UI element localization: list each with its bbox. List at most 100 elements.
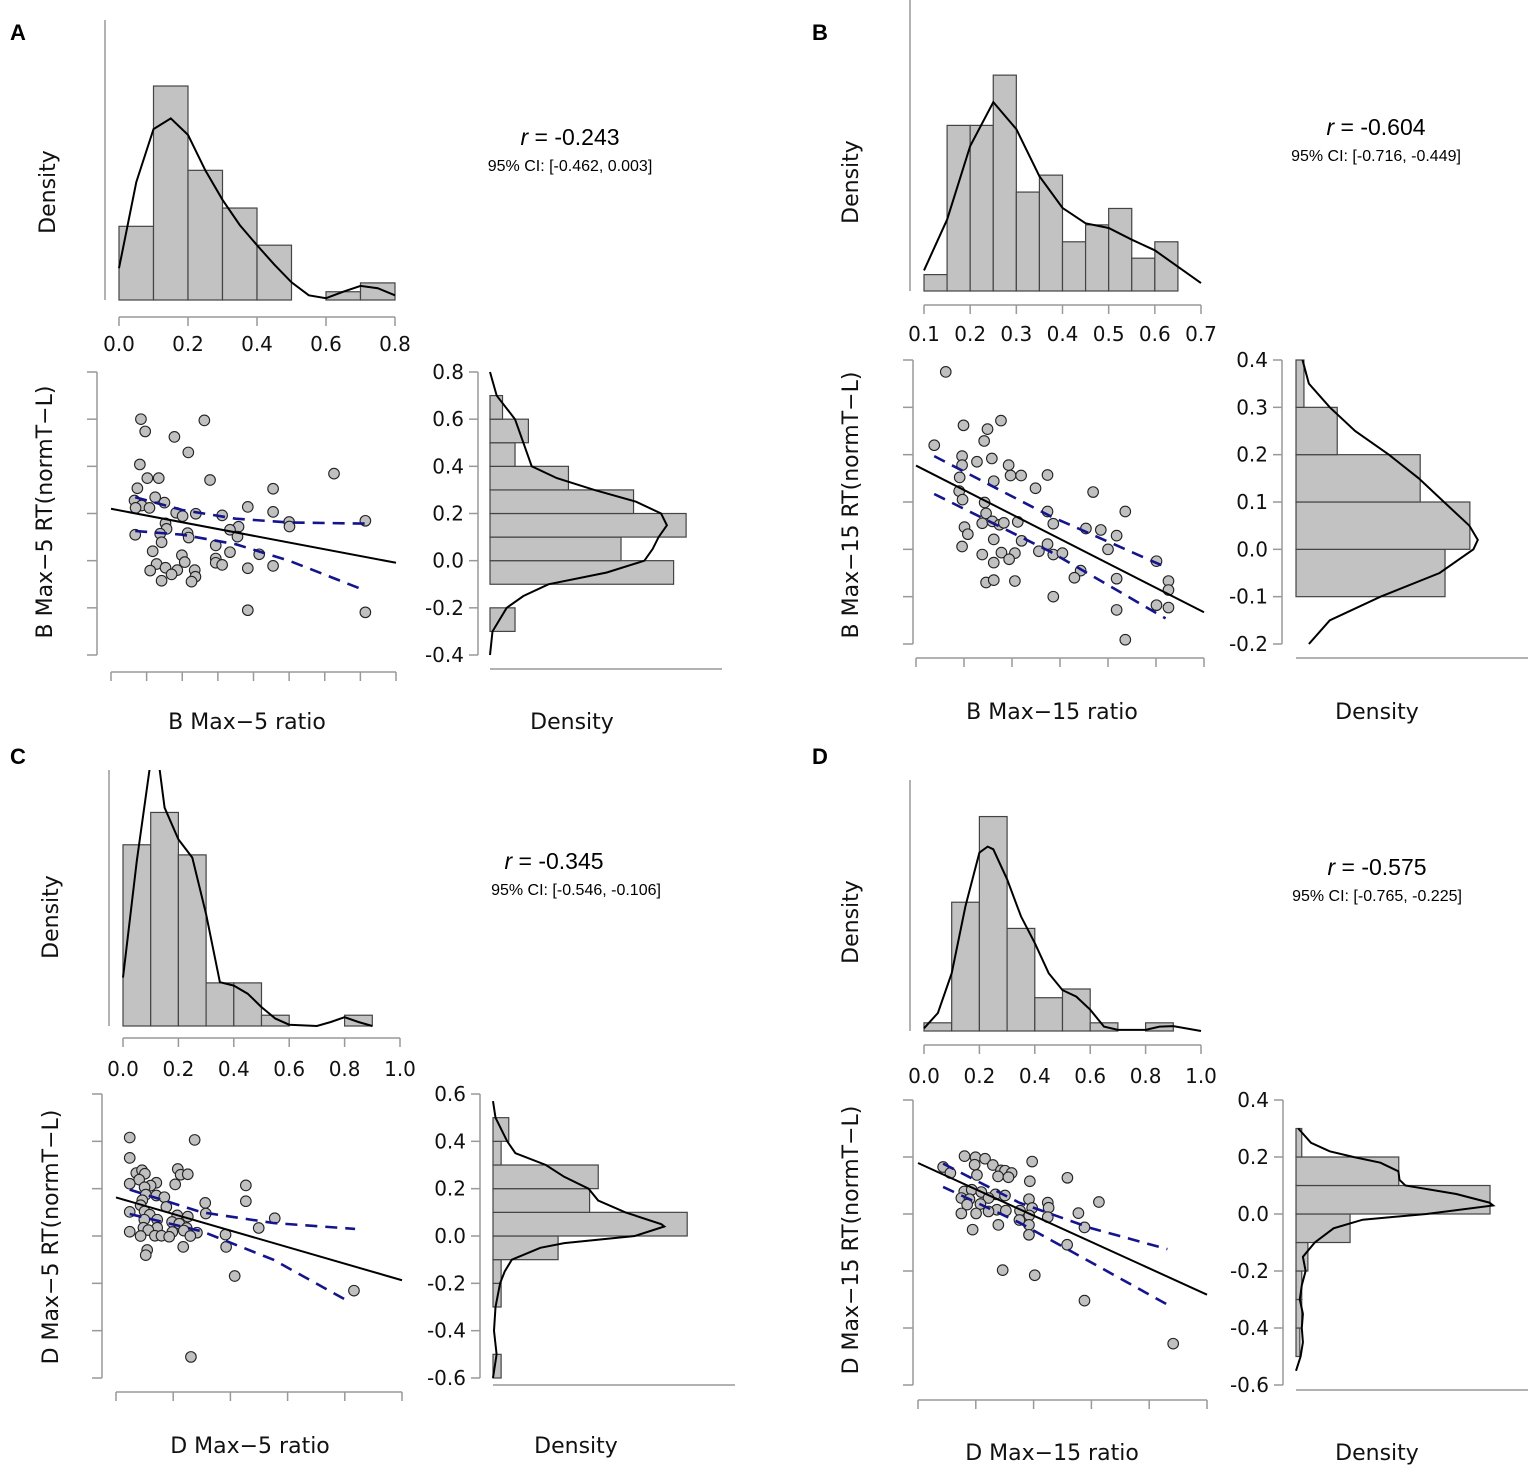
y-tick-label: 0.4 xyxy=(1236,348,1268,372)
density-curve xyxy=(923,845,1202,1032)
data-point xyxy=(1110,604,1123,616)
x-axis-label: B Max−15 ratio xyxy=(966,700,1138,725)
data-point xyxy=(1002,1171,1015,1184)
data-point xyxy=(1110,572,1123,585)
x-tick-label: 0.2 xyxy=(954,322,986,346)
histogram-bar xyxy=(205,982,235,1027)
r-value: = -0.345 xyxy=(512,848,603,874)
y-tick-label: -0.2 xyxy=(1230,1259,1269,1283)
r-value: = -0.604 xyxy=(1334,114,1426,140)
y-tick-label: -0.2 xyxy=(425,596,464,620)
data-point xyxy=(1028,1269,1041,1282)
top-histogram: 0.0 0.2 0.4 0.6 0.8 1.0 Density xyxy=(839,780,1217,1088)
histogram-bar xyxy=(1295,454,1421,503)
histogram-bar xyxy=(489,512,687,538)
x-axis-label: B Max−5 ratio xyxy=(168,710,326,735)
density-curve xyxy=(923,100,1202,284)
data-point xyxy=(958,1150,971,1162)
histogram-bar xyxy=(489,418,529,444)
y-tick-label: 0.3 xyxy=(1236,395,1268,419)
y-tick-label: -0.4 xyxy=(427,1319,466,1343)
data-point xyxy=(1023,1175,1036,1188)
histogram-bar xyxy=(492,1235,559,1261)
data-point xyxy=(129,501,142,514)
right-histogram: -0.6 -0.4 -0.2 0.0 0.2 0.4 0.6 Density xyxy=(427,1082,735,1459)
data-point xyxy=(1087,486,1099,498)
y-tick-label: 0.4 xyxy=(434,1129,466,1153)
data-point xyxy=(267,505,279,518)
data-point xyxy=(979,1152,991,1165)
histogram-bar xyxy=(489,465,570,491)
data-point xyxy=(177,1241,190,1253)
correlation-coefficient: r = -0.243 xyxy=(520,124,619,150)
data-point xyxy=(1041,469,1054,481)
data-point xyxy=(216,559,228,571)
data-point xyxy=(956,493,969,506)
y-tick-label: 0.6 xyxy=(434,1082,466,1106)
data-point xyxy=(155,536,168,549)
x-tick-label: 0.3 xyxy=(1000,322,1032,346)
x-tick-label: 0.4 xyxy=(1019,1064,1051,1088)
scatter-plot: B Max−15 ratio B Max−15 RT(normT−L) xyxy=(839,359,1205,725)
confidence-interval: 95% CI: [-0.462, 0.003] xyxy=(488,158,653,175)
histogram-bar xyxy=(1295,501,1471,550)
data-point xyxy=(241,604,254,617)
data-point xyxy=(992,1170,1004,1183)
data-point xyxy=(1026,1155,1039,1168)
histogram-bar xyxy=(256,244,293,301)
data-point xyxy=(957,419,970,432)
y-tick-label: 0.0 xyxy=(1236,537,1268,561)
r-symbol: r xyxy=(1327,854,1336,880)
density-curve xyxy=(1301,359,1479,645)
data-point xyxy=(139,1249,152,1262)
y-tick-label: 0.4 xyxy=(1237,1088,1269,1112)
data-point xyxy=(267,560,279,572)
data-point xyxy=(135,413,147,426)
data-point xyxy=(1078,1294,1091,1307)
data-point xyxy=(961,528,974,541)
r-value: = -0.575 xyxy=(1335,854,1426,880)
data-point xyxy=(976,517,989,530)
x-tick-label: 0.8 xyxy=(1130,1064,1162,1088)
x-tick-label: 0.4 xyxy=(241,332,273,356)
x-tick-label: 0.0 xyxy=(103,332,135,356)
x-axis-label: Density xyxy=(534,1434,618,1459)
y-tick-label: 0.8 xyxy=(432,360,464,384)
histogram-bar xyxy=(492,1140,502,1166)
data-point xyxy=(178,556,191,568)
x-tick-label: 0.6 xyxy=(1139,322,1171,346)
histogram-bar xyxy=(492,1188,591,1213)
confidence-interval: 95% CI: [-0.716, -0.449] xyxy=(1291,148,1461,165)
y-tick-label: 0.0 xyxy=(432,549,464,573)
data-point xyxy=(971,455,983,468)
y-tick-label: -0.4 xyxy=(1230,1316,1269,1340)
data-point xyxy=(1072,1207,1085,1219)
data-point xyxy=(992,1218,1005,1231)
x-axis-label: D Max−15 ratio xyxy=(965,1441,1139,1466)
histogram-bar xyxy=(1154,241,1179,292)
regression-line xyxy=(110,507,397,564)
histogram-bar xyxy=(1295,1213,1351,1244)
histogram-bar xyxy=(489,442,516,467)
ci-lower-line xyxy=(933,492,1167,620)
data-point xyxy=(1029,482,1042,495)
data-point xyxy=(987,556,1000,569)
y-axis-label: D Max−5 RT(normT−L) xyxy=(39,1110,64,1365)
x-tick-label: 0.7 xyxy=(1185,322,1217,346)
data-point xyxy=(123,1177,136,1190)
data-point xyxy=(139,425,152,438)
data-point xyxy=(204,474,216,486)
histogram-bar xyxy=(1108,207,1133,292)
data-point xyxy=(1002,459,1015,471)
data-point xyxy=(283,520,296,533)
regression-line xyxy=(115,1196,403,1282)
x-tick-label: 0.1 xyxy=(908,322,940,346)
histogram-bar xyxy=(992,74,1017,292)
histogram-bar xyxy=(260,1014,290,1027)
y-axis-label: B Max−15 RT(normT−L) xyxy=(839,372,864,639)
data-point xyxy=(348,1284,360,1297)
histogram-bar xyxy=(1295,1327,1301,1358)
data-point xyxy=(978,435,991,447)
